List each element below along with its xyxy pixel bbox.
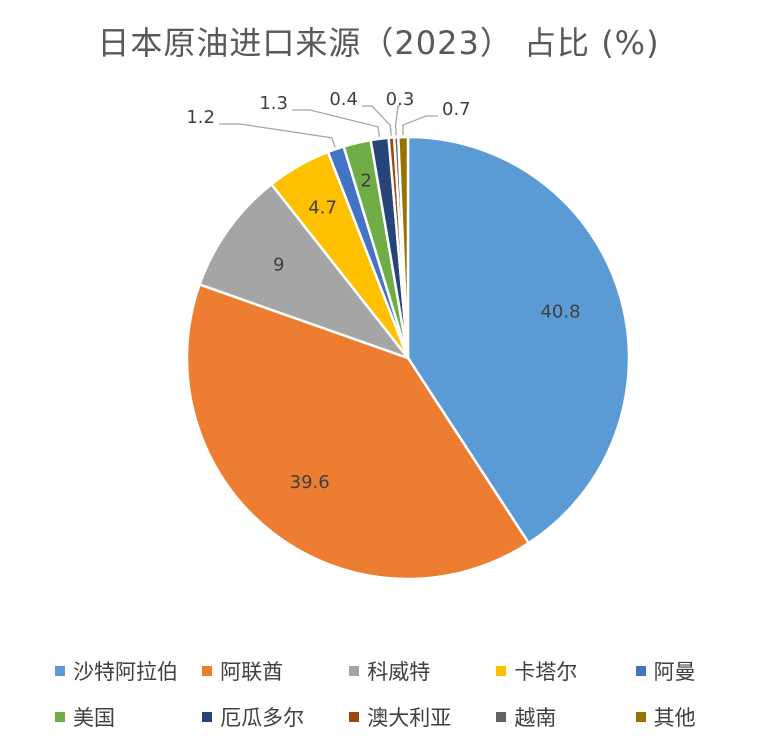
legend-item: 沙特阿拉伯 [55,656,202,686]
legend-swatch [496,666,507,676]
slice-3-data-label: 9 [273,254,284,275]
legend-swatch [55,712,65,722]
legend-item: 阿曼 [635,656,735,686]
legend-row: 沙特阿拉伯 阿联酋 科威特 卡塔尔 阿曼 [55,648,735,694]
legend-item: 美国 [55,702,202,732]
legend-item: 阿联酋 [202,656,349,686]
legend-swatch [496,712,507,722]
legend-swatch [635,712,646,722]
legend-label: 美国 [73,706,115,730]
slice-10-data-label: 0.7 [442,99,471,120]
slice-7-data-label: 1.3 [259,93,288,114]
legend-item: 卡塔尔 [496,656,635,686]
slice-1-data-label: 40.8 [540,302,580,323]
slice-7-leader-line [292,109,381,137]
legend-label: 澳大利亚 [367,706,452,730]
slice-9-data-label: 0.3 [386,89,415,110]
legend-item: 越南 [496,702,635,732]
slice-9-leader-line [394,105,400,136]
slice-10-leader-line [402,115,438,136]
legend-swatch [349,712,360,722]
slice-8-leader-line [362,105,392,136]
legend-swatch [55,666,65,676]
chart-title: 日本原油进口来源（2023） 占比 (%) [97,24,660,62]
legend-label: 沙特阿拉伯 [73,660,178,684]
slice-5-leader-line [219,123,336,148]
slice-3-wedge [198,182,412,361]
legend-swatch [635,666,646,676]
legend-label: 科威特 [367,660,431,684]
slice-2-wedge [185,282,531,581]
legend-item: 科威特 [349,656,496,686]
slice-4-data-label: 4.7 [308,197,337,218]
slice-2-data-label: 39.6 [290,472,330,493]
legend-swatch [349,666,360,676]
legend-swatch [202,666,213,676]
slice-8-data-label: 0.4 [329,89,358,110]
legend-label: 卡塔尔 [514,660,578,684]
legend-label: 厄瓜多尔 [220,706,305,730]
legend-row: 美国 厄瓜多尔 澳大利亚 越南 其他 [55,694,735,740]
pie-chart: 40.8 39.6 9 4.7 1.2 2 1.3 0.4 0.3 0.7 [185,89,631,581]
legend: 沙特阿拉伯 阿联酋 科威特 卡塔尔 阿曼 美国 厄瓜多尔 澳大利亚 越南 其他 [55,648,735,740]
legend-label: 阿曼 [653,660,696,684]
slice-5-data-label: 1.2 [186,107,215,128]
legend-item: 澳大利亚 [349,702,496,732]
legend-swatch [202,712,213,722]
slice-6-data-label: 2 [361,171,372,192]
legend-label: 阿联酋 [220,660,284,684]
legend-label: 越南 [514,706,557,730]
legend-item: 厄瓜多尔 [202,702,349,732]
slice-10-wedge [396,135,410,359]
legend-item: 其他 [635,702,735,732]
legend-label: 其他 [653,706,696,730]
